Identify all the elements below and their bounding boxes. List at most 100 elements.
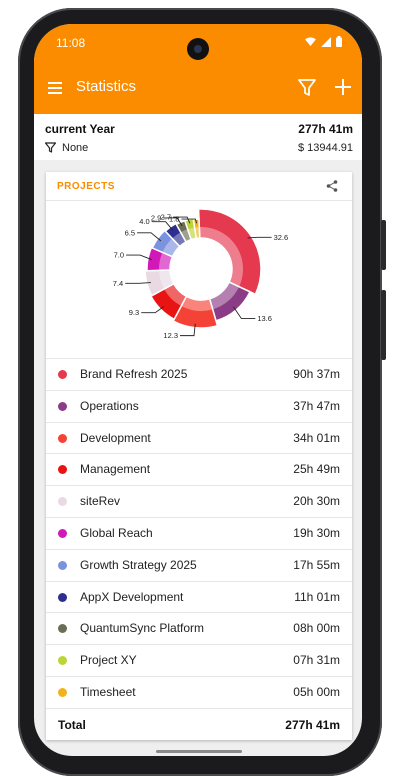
project-name: Project XY	[80, 653, 137, 668]
project-row[interactable]: siteRev 20h 30m	[46, 485, 352, 517]
project-row[interactable]: Global Reach 19h 30m	[46, 516, 352, 549]
donut-slice[interactable]	[149, 282, 188, 321]
project-row[interactable]: Operations 37h 47m	[46, 389, 352, 422]
app-screen: 11:08 Statistics current Year 277h 41m N…	[34, 24, 362, 756]
donut-slice-inner-band	[199, 227, 243, 287]
project-list: Brand Refresh 2025 90h 37m Operations 37h 4…	[46, 358, 352, 708]
project-color-dot	[58, 560, 67, 570]
app-bar: 11:08 Statistics	[34, 24, 362, 114]
project-time: 05h 00m	[293, 684, 340, 699]
period-label[interactable]: current Year	[45, 122, 115, 136]
project-time: 90h 37m	[293, 367, 340, 381]
project-name: Growth Strategy 2025	[80, 557, 197, 572]
donut-slice[interactable]	[197, 208, 262, 296]
donut-slice-inner-band	[187, 227, 197, 240]
project-time: 08h 00m	[293, 621, 340, 636]
project-name: Timesheet	[80, 684, 136, 699]
project-color-dot	[58, 656, 67, 666]
projects-card: PROJECTS 32.6 13.6 12.3 9.3 7.4 7.0 6.5 4.0 2.9 2…	[46, 172, 352, 740]
label-leader-line	[163, 217, 183, 227]
filter-small-icon	[45, 142, 56, 153]
project-time: 37h 47m	[293, 398, 340, 413]
project-row[interactable]: Timesheet 05h 00m	[46, 675, 352, 708]
battery-icon	[336, 36, 342, 47]
donut-slice-inner-band	[164, 283, 187, 307]
filter-value: None	[62, 142, 89, 154]
project-row[interactable]: QuantumSync Platform 08h 00m	[46, 612, 352, 644]
project-name: AppX Development	[80, 589, 184, 604]
card-header: PROJECTS	[46, 172, 352, 201]
label-leader-line	[173, 216, 191, 224]
label-leader-line	[233, 306, 256, 319]
label-leader-line	[125, 282, 151, 284]
label-leader-line	[247, 236, 272, 239]
project-name: Development	[80, 430, 151, 445]
donut-slice-label: 7.4	[113, 279, 123, 288]
filter-icon[interactable]	[298, 78, 316, 98]
total-label: Total	[58, 718, 86, 732]
project-color-dot	[58, 401, 67, 411]
signal-icon	[321, 36, 331, 47]
donut-slice-inner-band	[209, 282, 240, 310]
project-row[interactable]: Development 34h 01m	[46, 421, 352, 454]
donut-slice-label: 9.3	[129, 308, 139, 317]
project-row[interactable]: AppX Development 11h 01m	[46, 580, 352, 613]
summary-header: current Year 277h 41m None $ 13944.91	[34, 114, 362, 160]
total-value: 277h 41m	[285, 718, 340, 732]
amount-value: $ 13944.91	[297, 142, 353, 154]
donut-slice-inner-band	[194, 227, 200, 239]
donut-slice-label: 12.3	[163, 331, 178, 340]
menu-icon[interactable]	[48, 82, 62, 94]
donut-slice-label: 4.0	[139, 217, 149, 226]
add-icon[interactable]	[335, 79, 351, 95]
project-color-dot	[58, 497, 67, 507]
project-name: siteRev	[80, 494, 121, 509]
project-row[interactable]: Growth Strategy 2025 17h 55m	[46, 548, 352, 581]
project-color-dot	[58, 370, 67, 379]
projects-donut-chart: 32.6 13.6 12.3 9.3 7.4 7.0 6.5 4.0 2.9 2.71.8	[113, 208, 288, 340]
project-time: 19h 30m	[293, 525, 340, 540]
total-row: Total 277h 41m	[46, 708, 352, 741]
project-time: 11h 01m	[294, 589, 340, 604]
label-leader-line	[126, 254, 153, 261]
donut-slice-inner-band	[162, 238, 180, 257]
donut-slice-label: 13.6	[257, 314, 272, 323]
project-color-dot	[58, 465, 67, 475]
project-color-dot	[58, 528, 67, 538]
project-name: Operations	[80, 398, 139, 413]
project-color-dot	[58, 592, 67, 602]
project-color-dot	[58, 433, 67, 443]
label-leader-line	[137, 232, 162, 242]
project-row[interactable]: Brand Refresh 2025 90h 37m	[46, 358, 352, 390]
donut-slice-label: 2.9	[151, 213, 161, 222]
power-button	[381, 290, 386, 360]
donut-slice-label: 6.5	[125, 228, 135, 237]
label-leader-line	[180, 323, 196, 337]
page-title: Statistics	[76, 78, 137, 95]
donut-slice[interactable]	[172, 295, 219, 329]
project-time: 34h 01m	[293, 430, 340, 445]
wifi-icon	[305, 36, 316, 46]
project-name: Brand Refresh 2025	[80, 367, 188, 381]
donut-slice-label: 7.0	[114, 251, 124, 260]
donut-slice-inner-band	[159, 269, 174, 290]
project-row[interactable]: Project XY 07h 31m	[46, 644, 352, 676]
project-name: Global Reach	[80, 525, 153, 540]
period-total: 277h 41m	[298, 122, 353, 136]
home-indicator	[156, 750, 242, 753]
project-time: 25h 49m	[293, 462, 340, 477]
label-leader-line	[181, 218, 198, 224]
donut-hole	[171, 239, 231, 299]
volume-button	[381, 220, 386, 270]
project-time: 17h 55m	[293, 557, 340, 572]
project-time: 20h 30m	[293, 494, 340, 509]
card-title: PROJECTS	[57, 181, 115, 192]
project-name: QuantumSync Platform	[80, 621, 205, 636]
project-row[interactable]: Management 25h 49m	[46, 453, 352, 485]
status-time: 11:08	[56, 36, 86, 50]
donut-slice-label: 2.7	[161, 213, 171, 222]
share-icon[interactable]	[326, 180, 338, 192]
project-time: 07h 31m	[293, 653, 340, 668]
project-color-dot	[58, 624, 67, 634]
project-name: Management	[80, 462, 151, 477]
